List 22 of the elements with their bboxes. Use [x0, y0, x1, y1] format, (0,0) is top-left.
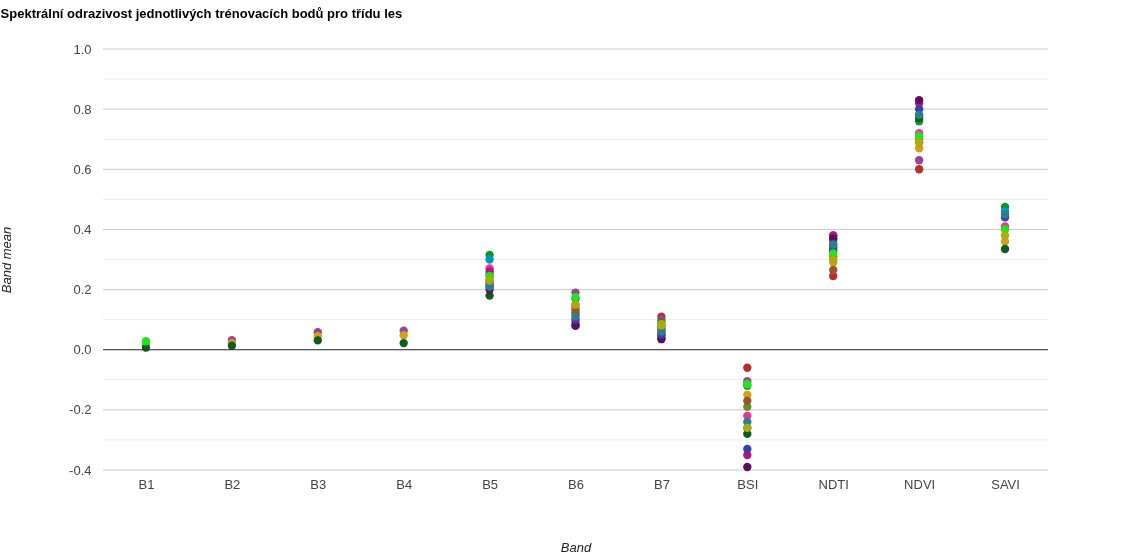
x-tick-label: NDVI: [904, 476, 936, 492]
x-tick-label: B1: [138, 476, 155, 492]
y-tick-label: 0.4: [73, 221, 92, 237]
x-tick-label: B3: [310, 476, 327, 492]
y-tick-label: 1.0: [73, 41, 92, 57]
x-tick-label: B6: [568, 476, 584, 492]
x-tick-label: BSI: [737, 476, 759, 492]
y-tick-label: -0.2: [69, 402, 92, 418]
x-tick-label: B2: [224, 476, 241, 492]
x-axis-title: Band: [560, 539, 592, 555]
x-tick-label: B7: [653, 476, 670, 492]
y-tick-label: -0.4: [69, 462, 92, 478]
y-tick-label: 0.2: [73, 282, 92, 298]
chart-title: Spektrální odrazivost jednotlivých trénovacích bodů pro třídu les: [0, 6, 403, 21]
x-tick-label: SAVI: [991, 476, 1020, 492]
y-tick-label: 0.8: [73, 101, 92, 117]
y-tick-label: 0.6: [73, 161, 92, 177]
x-tick-label: B5: [482, 476, 499, 492]
y-tick-label: 0.0: [73, 342, 92, 358]
x-tick-label: B4: [396, 476, 413, 492]
y-axis-title: Band mean: [0, 226, 15, 294]
x-tick-label: NDTI: [818, 476, 849, 492]
